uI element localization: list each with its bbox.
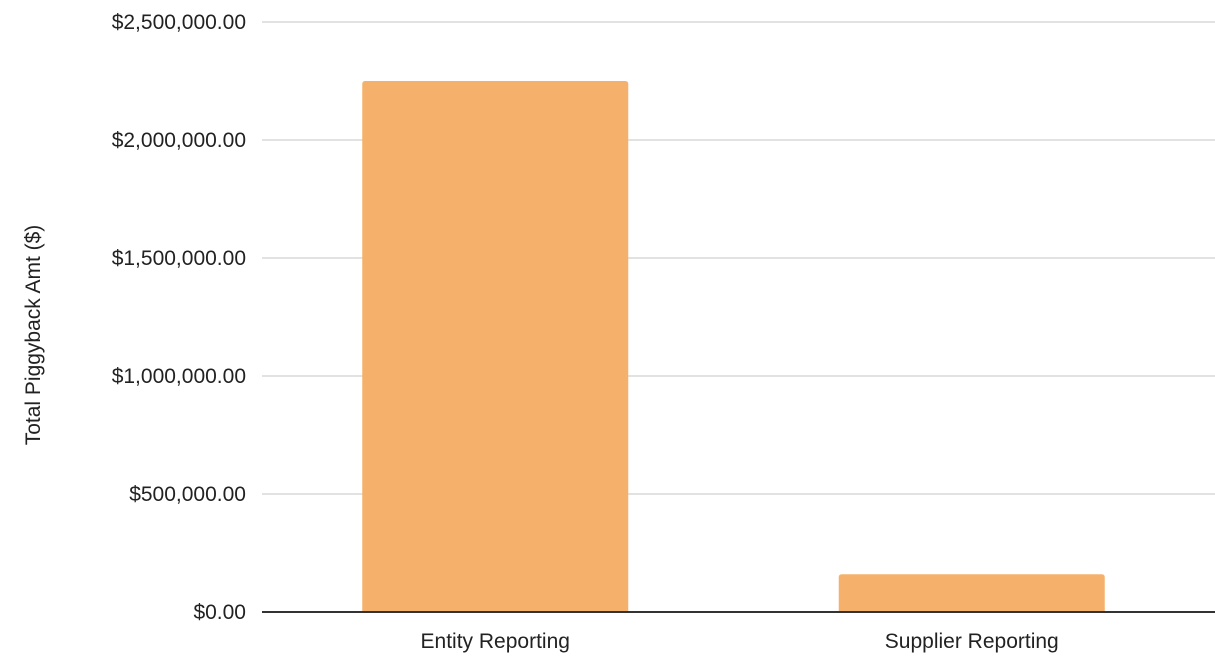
bar-entity-reporting [362,81,629,612]
y-tick-label: $2,500,000.00 [112,11,246,34]
y-axis-title: Total Piggyback Amt ($) [22,225,45,446]
bars [362,81,1105,612]
y-tick-label: $1,000,000.00 [112,365,246,388]
bar-supplier-reporting [838,574,1105,612]
x-category-label: Entity Reporting [421,630,570,653]
y-tick-label: $500,000.00 [129,483,246,506]
y-tick-label: $0.00 [193,601,246,624]
y-axis-ticks: $0.00 $500,000.00 $1,000,000.00 $1,500,000.… [112,11,246,624]
x-axis-categories: Entity Reporting Supplier Reporting [421,630,1059,653]
y-tick-label: $1,500,000.00 [112,247,246,270]
x-category-label: Supplier Reporting [885,630,1059,653]
y-tick-label: $2,000,000.00 [112,129,246,152]
